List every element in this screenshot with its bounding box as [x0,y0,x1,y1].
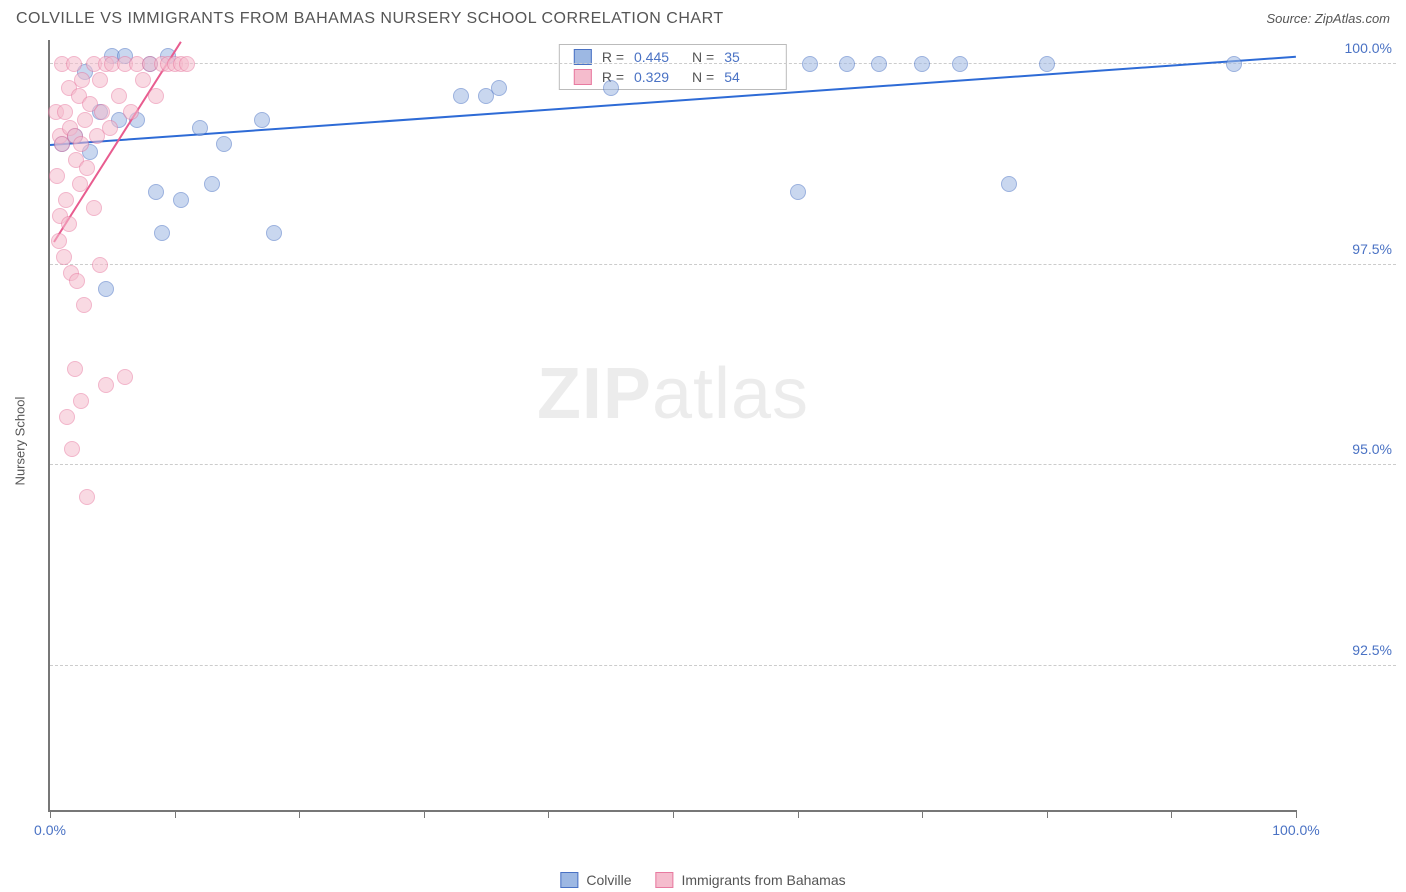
legend-label: Colville [586,872,631,888]
data-point [94,104,110,120]
x-tick [548,810,549,818]
y-tick-label: 97.5% [1302,241,1392,257]
data-point [98,281,114,297]
data-point [802,56,818,72]
x-tick [50,810,51,818]
data-point [952,56,968,72]
legend-label: Immigrants from Bahamas [681,872,845,888]
data-point [98,377,114,393]
data-point [179,56,195,72]
data-point [491,80,507,96]
x-tick [1171,810,1172,818]
y-tick-label: 100.0% [1302,40,1392,56]
x-tick [1047,810,1048,818]
x-tick [299,810,300,818]
data-point [86,200,102,216]
data-point [66,56,82,72]
data-point [59,409,75,425]
data-point [51,233,67,249]
gridline [50,464,1396,465]
legend-item: Immigrants from Bahamas [655,872,845,888]
data-point [266,225,282,241]
data-point [58,192,74,208]
n-label: N = [692,69,714,85]
data-point [61,216,77,232]
correlation-legend: R =0.445N =35R =0.329N =54 [559,44,787,90]
source-attribution: Source: ZipAtlas.com [1266,11,1390,26]
x-tick-label: 100.0% [1272,822,1319,838]
data-point [102,120,118,136]
data-point [453,88,469,104]
data-point [79,489,95,505]
data-point [216,136,232,152]
legend-swatch [655,872,673,888]
data-point [603,80,619,96]
watermark: ZIPatlas [537,353,809,435]
data-point [839,56,855,72]
data-point [111,88,127,104]
data-point [72,176,88,192]
data-point [77,112,93,128]
data-point [1226,56,1242,72]
legend-item: Colville [560,872,631,888]
x-tick [424,810,425,818]
data-point [914,56,930,72]
gridline [50,665,1396,666]
n-value: 54 [724,69,772,85]
data-point [148,184,164,200]
data-point [64,441,80,457]
data-point [254,112,270,128]
gridline [50,264,1396,265]
data-point [173,192,189,208]
data-point [192,120,208,136]
x-tick [673,810,674,818]
data-point [204,176,220,192]
data-point [1039,56,1055,72]
y-axis-label: Nursery School [13,397,28,486]
legend-swatch [560,872,578,888]
data-point [148,88,164,104]
data-point [73,393,89,409]
data-point [123,104,139,120]
data-point [92,72,108,88]
data-point [76,297,92,313]
x-tick [1296,810,1297,818]
data-point [69,273,85,289]
legend-swatch [574,69,592,85]
data-point [56,249,72,265]
data-point [135,72,151,88]
chart-container: Nursery School ZIPatlas R =0.445N =35R =… [34,40,1396,842]
data-point [57,104,73,120]
series-legend: Colville Immigrants from Bahamas [560,872,845,888]
data-point [1001,176,1017,192]
plot-area: ZIPatlas R =0.445N =35R =0.329N =54 92.5… [48,40,1296,812]
data-point [92,257,108,273]
y-tick-label: 92.5% [1302,642,1392,658]
data-point [154,225,170,241]
data-point [79,160,95,176]
x-tick [175,810,176,818]
r-value: 0.329 [634,69,682,85]
x-tick-label: 0.0% [34,822,66,838]
data-point [74,72,90,88]
data-point [73,136,89,152]
data-point [790,184,806,200]
x-tick [798,810,799,818]
y-tick-label: 95.0% [1302,441,1392,457]
x-tick [922,810,923,818]
data-point [67,361,83,377]
chart-title: COLVILLE VS IMMIGRANTS FROM BAHAMAS NURS… [16,10,724,28]
legend-stat-row: R =0.329N =54 [560,67,786,87]
data-point [117,369,133,385]
data-point [871,56,887,72]
data-point [49,168,65,184]
